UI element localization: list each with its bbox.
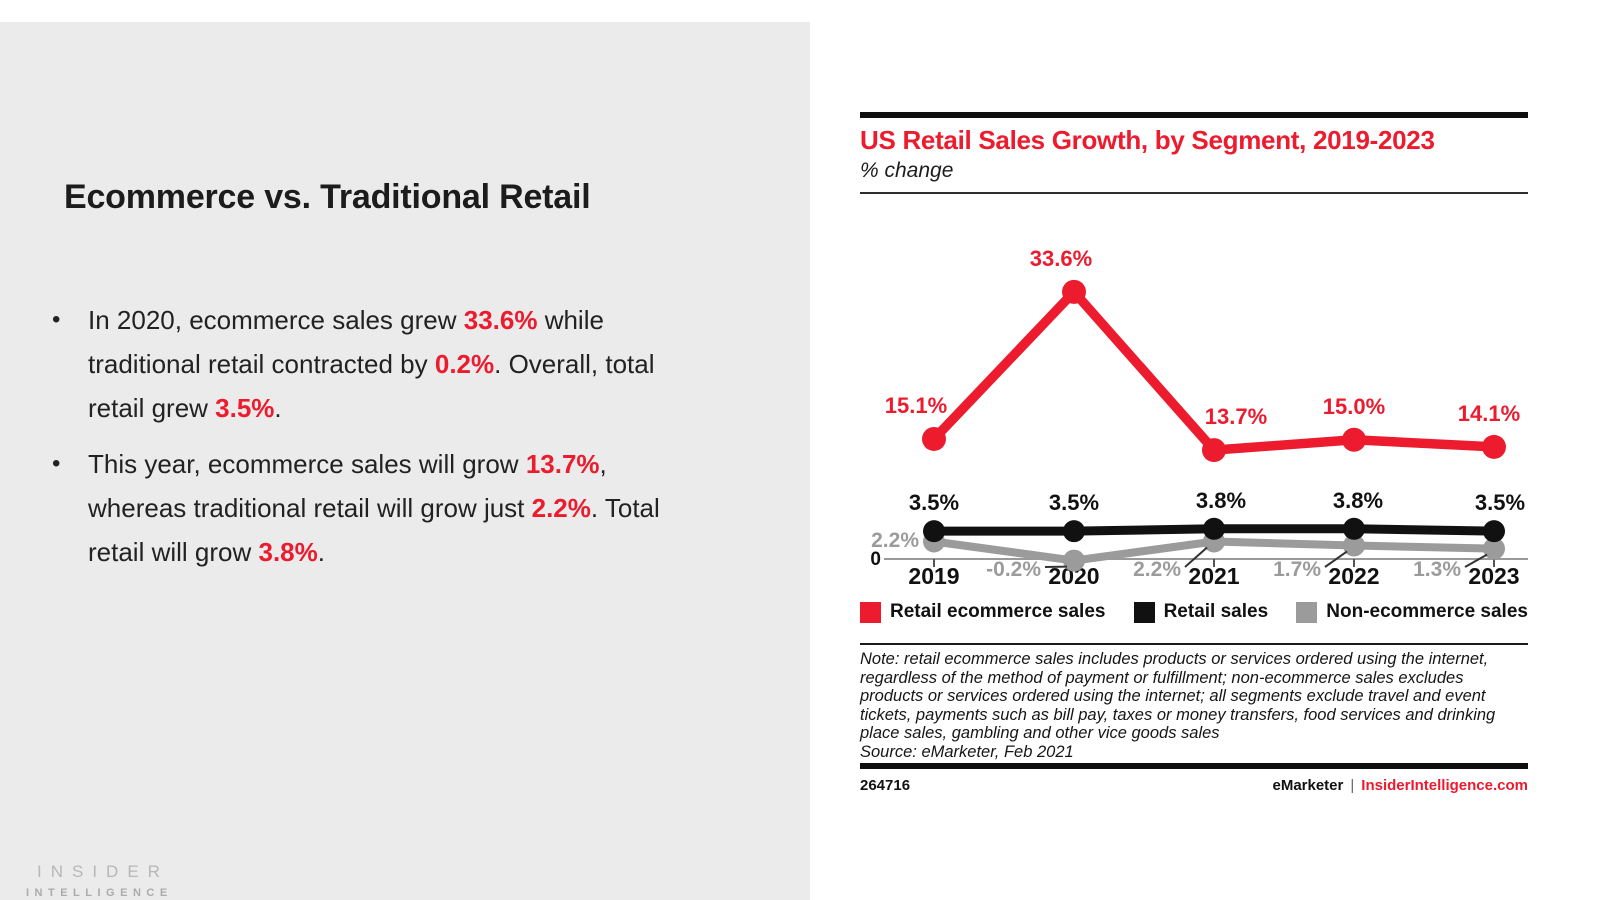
legend-swatch-black [1133, 601, 1155, 623]
legend-item-non-ecommerce: Non-ecommerce sales [1296, 601, 1528, 623]
bullet-segment: 2.2% [531, 493, 591, 523]
bullet-list: In 2020, ecommerce sales grew 33.6% whil… [50, 298, 700, 586]
emarketer-wordmark: eMarketer [1272, 777, 1344, 794]
data-label: -0.2% [986, 558, 1041, 581]
data-label: 3.8% [1333, 488, 1383, 513]
list-item: This year, ecommerce sales will grow 13.… [50, 442, 700, 574]
data-label: 3.5% [909, 490, 959, 515]
footer-separator: | [1350, 777, 1355, 794]
data-label: 2.2% [1133, 558, 1181, 581]
data-point [1063, 520, 1085, 543]
data-point [1063, 549, 1085, 572]
slide-text-panel: Ecommerce vs. Traditional Retail In 2020… [0, 22, 810, 900]
bullet-segment: , whereas traditional retail will grow j… [88, 449, 607, 523]
year-label: 2019 [908, 563, 959, 589]
logo-line-insider: INSIDER [37, 862, 169, 881]
legend-label: Non-ecommerce sales [1326, 601, 1528, 622]
chart-legend: Retail ecommerce sales Retail sales Non-… [860, 601, 1528, 623]
leader-line [1324, 550, 1348, 568]
list-item: In 2020, ecommerce sales grew 33.6% whil… [50, 298, 700, 430]
chart-card: US Retail Sales Growth, by Segment, 2019… [860, 112, 1528, 794]
bullet-segment: . [317, 537, 325, 567]
data-point [1343, 534, 1365, 557]
data-point [1062, 279, 1086, 304]
data-label: 3.5% [1475, 490, 1525, 515]
year-label: 2021 [1188, 563, 1239, 589]
bullet-segment: 13.7% [525, 449, 600, 479]
data-label: 1.3% [1413, 558, 1461, 581]
year-label: 2022 [1328, 563, 1379, 589]
chart-note: Note: retail ecommerce sales includes pr… [860, 650, 1496, 742]
legend-swatch-red [860, 601, 881, 623]
bullet-segment: . [274, 393, 282, 423]
chart-title: US Retail Sales Growth, by Segment, 2019… [860, 125, 1435, 155]
legend-label: Retail sales [1163, 601, 1269, 622]
data-point [1482, 434, 1506, 459]
legend-item-retail-sales: Retail sales [1133, 601, 1269, 623]
subtitle-rule [860, 192, 1528, 194]
chart-panel: US Retail Sales Growth, by Segment, 2019… [810, 0, 1600, 900]
bullet-segment: 3.8% [258, 537, 318, 567]
data-label: 3.8% [1196, 488, 1246, 513]
zero-label: 0 [870, 549, 881, 570]
leader-line [1464, 553, 1488, 568]
data-label: 13.7% [1205, 404, 1267, 429]
data-point [1202, 438, 1226, 463]
data-label: 1.7% [1273, 558, 1321, 581]
bullet-segment: In 2020, ecommerce sales grew [88, 305, 464, 335]
legend-item-retail-ecommerce: Retail ecommerce sales [860, 601, 1105, 623]
data-point [923, 520, 945, 543]
insider-intelligence-logo: INSIDER INTELLIGENCE [26, 862, 173, 899]
data-point [922, 426, 946, 451]
year-label: 2023 [1468, 563, 1519, 589]
bullet-segment: 0.2% [434, 349, 495, 379]
data-point [1483, 537, 1505, 560]
data-point [1203, 517, 1225, 540]
bullet-segment: . Total retail will grow [88, 493, 660, 567]
legend-swatch-gray [1296, 601, 1318, 623]
data-label: 3.5% [1049, 490, 1099, 515]
logo-line-intelligence: INTELLIGENCE [26, 887, 173, 899]
chart-id: 264716 [860, 777, 911, 794]
bullet-segment: 3.5% [215, 393, 275, 423]
page-title: Ecommerce vs. Traditional Retail [64, 178, 591, 216]
bottom-rule [860, 763, 1528, 769]
chart-footer: 264716 eMarketer | InsiderIntelligence.c… [860, 777, 1528, 794]
data-point [1483, 520, 1505, 543]
data-point [1343, 517, 1365, 540]
top-rule [860, 112, 1528, 118]
leader-line [1184, 546, 1208, 568]
chart-source: Source: eMarketer, Feb 2021 [860, 742, 1074, 761]
bullet-segment: This year, ecommerce sales will grow [88, 449, 526, 479]
insider-intelligence-link: InsiderIntelligence.com [1361, 777, 1528, 794]
bullet-segment: . Overall, total retail grew [88, 349, 655, 423]
data-label: 15.1% [885, 393, 947, 418]
data-label: 2.2% [871, 529, 919, 552]
data-point [1342, 427, 1366, 452]
footer-brand-block: eMarketer | InsiderIntelligence.com [1272, 777, 1528, 794]
data-label: 33.6% [1030, 246, 1092, 271]
data-label: 15.0% [1323, 394, 1385, 419]
chart-subtitle: % change [860, 159, 954, 182]
bullet-segment: 33.6% [463, 305, 538, 335]
data-label: 14.1% [1458, 401, 1520, 426]
legend-label: Retail ecommerce sales [890, 601, 1106, 622]
bullet-segment: while traditional retail contracted by [88, 305, 604, 379]
note-rule [860, 643, 1528, 645]
